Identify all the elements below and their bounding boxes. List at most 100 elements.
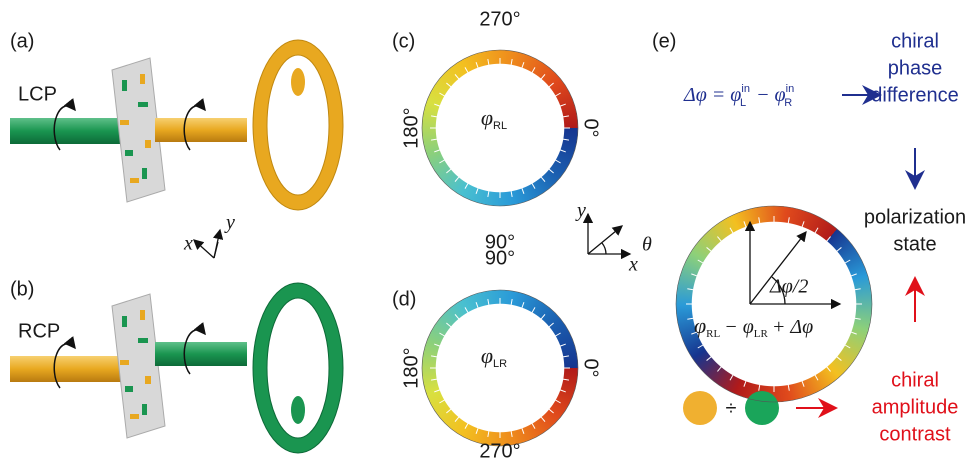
axis-label: x — [183, 233, 193, 255]
equation: Δφ = φin L − φin R — [683, 83, 794, 109]
ring-tick — [555, 92, 561, 97]
ring-tick — [555, 332, 561, 337]
angle-label: 0° — [580, 118, 602, 137]
ring-tick — [562, 115, 570, 118]
ring-tick — [559, 103, 566, 107]
ring-tick — [464, 67, 469, 73]
far-field-spot — [291, 68, 305, 96]
angle-label: 90° — [485, 247, 515, 269]
ring-tick — [475, 302, 479, 309]
ring-tick — [434, 343, 441, 347]
text-line: phase — [888, 57, 943, 79]
ring-tick — [729, 227, 734, 234]
ring-tick — [844, 259, 851, 264]
pixels — [122, 316, 148, 415]
beam-in — [10, 118, 130, 144]
ring-tick — [521, 302, 525, 309]
ring-symbol: φRL — [481, 105, 507, 132]
axes — [193, 228, 224, 259]
divide-sign: ÷ — [726, 397, 737, 419]
angle-label: 180° — [400, 107, 422, 148]
ring-tick — [434, 149, 441, 153]
far-field-spot — [291, 396, 305, 424]
beam-in — [10, 356, 130, 382]
panel-label: (e) — [652, 30, 676, 52]
ring-tick — [521, 62, 525, 69]
ring-tick — [697, 259, 704, 264]
axis-label: x — [628, 254, 638, 276]
ring-tick — [540, 314, 546, 320]
ring-tick — [487, 58, 490, 66]
ring-tick — [464, 423, 469, 429]
axis-label: y — [575, 200, 586, 222]
ring-tick — [454, 74, 460, 80]
ring-tick — [850, 331, 857, 335]
far-field-ring — [252, 39, 344, 211]
ring-tick — [446, 408, 452, 414]
ring-tick — [562, 378, 570, 381]
panel-label: (d) — [392, 288, 416, 310]
ring-tick — [446, 322, 452, 328]
axes — [582, 212, 632, 260]
ring-tick — [531, 67, 536, 73]
ring-tick — [439, 399, 445, 404]
text-line: chiral — [891, 369, 939, 391]
ring-outline — [421, 49, 579, 207]
ring-tick — [540, 176, 546, 182]
text-line: state — [893, 233, 936, 255]
far-field-ring — [252, 282, 344, 454]
ring-tick — [521, 427, 525, 434]
ring-tick — [487, 298, 490, 306]
text-line: polarization — [864, 206, 966, 228]
ring-tick — [464, 307, 469, 313]
phase-ring-c — [422, 50, 578, 206]
ring-tick — [548, 82, 554, 88]
ring-tick — [454, 314, 460, 320]
ring-tick — [446, 82, 452, 88]
ring-tick — [826, 236, 831, 242]
ring-tick — [487, 190, 490, 198]
angle-label: 90° — [485, 231, 515, 253]
panel-label: (b) — [10, 278, 34, 300]
ring-tick — [531, 423, 536, 429]
ring-tick — [836, 356, 842, 361]
ring-outline — [421, 289, 579, 447]
ring-tick — [687, 317, 694, 320]
axis-label: y — [224, 212, 235, 234]
rotation-arrow — [53, 336, 76, 389]
ring-tick — [434, 103, 441, 107]
ring-tick — [787, 217, 790, 224]
metasurface — [111, 57, 166, 203]
ring-tick — [826, 366, 831, 372]
ring-tick — [706, 356, 712, 361]
beam-label: LCP — [18, 83, 57, 105]
ring-tick — [850, 273, 857, 277]
ring-tick — [801, 221, 805, 228]
ring-tick — [691, 273, 698, 277]
angle-symbol: θ — [642, 234, 652, 256]
ring-tick — [510, 190, 513, 198]
pixels — [120, 74, 151, 183]
angle-text: Δφ/2 — [769, 276, 808, 298]
angle-label: 270° — [479, 8, 520, 30]
ring-tick — [475, 62, 479, 69]
ring-tick — [717, 236, 722, 242]
ring-tick — [430, 138, 438, 141]
ring-tick — [531, 183, 536, 189]
phase-ring-d — [422, 290, 578, 446]
state-text: polarization state — [864, 206, 966, 255]
ring-tick — [555, 159, 561, 164]
ring-tick — [559, 389, 566, 393]
ring-tick — [787, 384, 790, 391]
ring-tick — [540, 74, 546, 80]
text-line: difference — [871, 84, 958, 106]
ring-tick — [521, 187, 525, 194]
ring-tick — [439, 159, 445, 164]
beam-out — [155, 342, 247, 366]
ring-tick — [454, 176, 460, 182]
ring-tick — [439, 332, 445, 337]
ring-outline — [675, 205, 873, 403]
ring-tick — [836, 247, 842, 252]
ring-tick — [439, 92, 445, 97]
ring-tick — [510, 298, 513, 306]
